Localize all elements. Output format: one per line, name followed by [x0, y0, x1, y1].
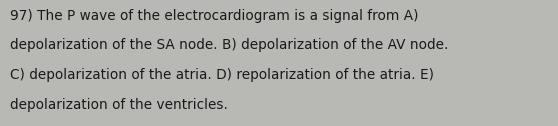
Text: depolarization of the ventricles.: depolarization of the ventricles. [10, 98, 228, 112]
Text: 97) The P wave of the electrocardiogram is a signal from A): 97) The P wave of the electrocardiogram … [10, 9, 418, 23]
Text: C) depolarization of the atria. D) repolarization of the atria. E): C) depolarization of the atria. D) repol… [10, 68, 434, 82]
Text: depolarization of the SA node. B) depolarization of the AV node.: depolarization of the SA node. B) depola… [10, 38, 449, 52]
